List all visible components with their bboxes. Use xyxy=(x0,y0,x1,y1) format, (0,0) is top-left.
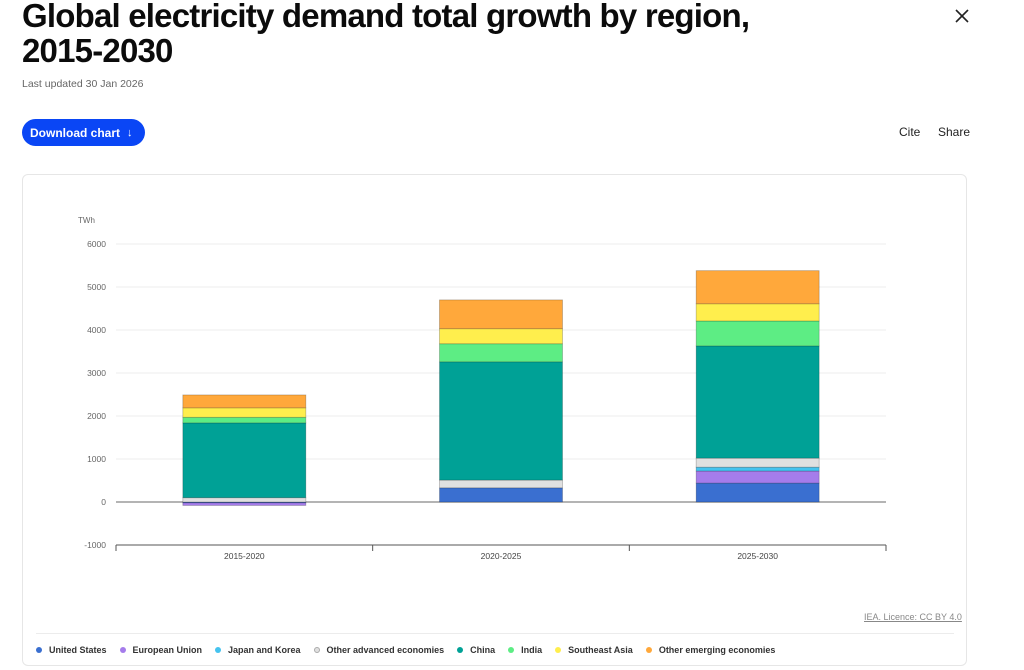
legend-dot-icon xyxy=(119,647,126,653)
bar-segment xyxy=(439,487,563,503)
legend-label: Southeast Asia xyxy=(568,645,633,655)
bar-segment xyxy=(182,407,307,418)
y-tick-label: 1000 xyxy=(87,454,106,464)
bar-segment xyxy=(439,479,563,489)
legend-item[interactable]: Other advanced economies xyxy=(313,645,445,655)
bar-segment xyxy=(182,416,307,424)
share-link[interactable]: Share xyxy=(938,125,971,139)
y-tick-label: 4000 xyxy=(87,325,106,335)
x-tick-label: 2015-2020 xyxy=(224,551,265,561)
bar-segment xyxy=(439,343,563,363)
legend-divider xyxy=(36,633,954,634)
bar-segment xyxy=(182,422,307,499)
y-tick-label: 6000 xyxy=(87,239,106,249)
bar-segment xyxy=(182,497,307,503)
bar-segment xyxy=(182,502,307,506)
bar-segment xyxy=(695,303,820,322)
legend-item[interactable]: United States xyxy=(36,645,107,655)
bar-segment xyxy=(439,361,563,481)
cite-link[interactable]: Cite xyxy=(899,125,921,139)
last-updated: Last updated 30 Jan 2026 xyxy=(22,78,144,90)
bar-segment xyxy=(695,466,820,472)
legend-dot-icon xyxy=(508,647,515,653)
y-axis-label: TWh xyxy=(78,216,95,225)
y-tick-label: -1000 xyxy=(84,540,106,550)
bar-segment xyxy=(182,394,307,409)
y-tick-label: 0 xyxy=(101,497,106,507)
bar-segment xyxy=(695,270,820,305)
download-chart-label: Download chart xyxy=(30,125,121,140)
legend-dot-icon xyxy=(36,647,42,653)
legend-label: India xyxy=(521,645,543,655)
chart: TWh -1000 0 1000 2000 3000 4000 5000 6000 2015-… xyxy=(78,216,887,561)
legend-item[interactable]: Other emerging economies xyxy=(645,645,776,655)
bar-segment xyxy=(439,299,563,330)
x-tick-label: 2025-2030 xyxy=(737,551,778,561)
bar-segment xyxy=(695,457,820,468)
bar-segment xyxy=(695,470,820,484)
arrow-down-icon: ↓ xyxy=(127,126,133,139)
legend-label: United States xyxy=(49,645,107,655)
y-tick-label: 5000 xyxy=(87,282,106,292)
legend-dot-icon xyxy=(313,647,320,653)
x-tick-label: 2020-2025 xyxy=(481,551,522,561)
legend-item[interactable]: India xyxy=(508,645,542,655)
legend-item[interactable]: Japan and Korea xyxy=(215,645,301,655)
legend: United States European Union Japan and Kor… xyxy=(36,645,788,655)
bar-segment xyxy=(695,320,820,347)
legend-dot-icon xyxy=(215,647,222,653)
legend-dot-icon xyxy=(645,647,652,653)
legend-label: Other advanced economies xyxy=(326,645,445,655)
download-chart-button[interactable]: Download chart ↓ xyxy=(22,119,145,146)
y-tick-label: 2000 xyxy=(87,411,106,421)
bar-segment xyxy=(695,345,820,459)
y-tick-label: 3000 xyxy=(87,368,106,378)
licence-link[interactable]: IEA. Licence: CC BY 4.0 xyxy=(864,612,962,622)
legend-item[interactable]: China xyxy=(457,645,495,655)
legend-label: Other emerging economies xyxy=(658,645,776,655)
legend-item[interactable]: European Union xyxy=(119,645,203,655)
legend-label: China xyxy=(470,645,496,655)
legend-label: Japan and Korea xyxy=(228,645,301,655)
page-title: Global electricity demand total growth b… xyxy=(22,0,750,69)
legend-dot-icon xyxy=(555,647,562,653)
legend-dot-icon xyxy=(457,647,464,653)
bar-segment xyxy=(695,482,820,503)
legend-label: European Union xyxy=(132,645,203,655)
legend-item[interactable]: Southeast Asia xyxy=(555,645,633,655)
chart-card xyxy=(22,174,967,666)
close-icon[interactable] xyxy=(952,6,972,26)
bar-segment xyxy=(439,328,563,345)
